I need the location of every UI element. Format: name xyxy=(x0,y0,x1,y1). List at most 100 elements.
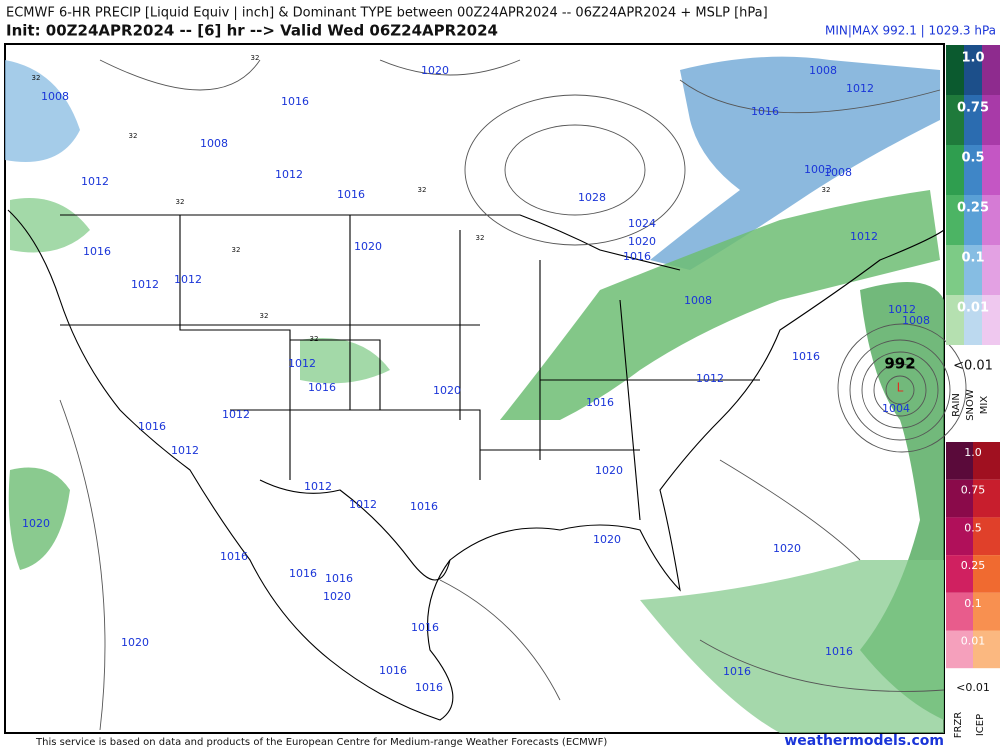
rain-area xyxy=(300,338,390,384)
isobar-label: 1012 xyxy=(696,372,724,385)
isobar-label: 1016 xyxy=(379,664,407,677)
isobar-label: 1016 xyxy=(220,550,248,563)
isobar-label: 1008 xyxy=(902,314,930,327)
isobar-label: 1008 xyxy=(824,166,852,179)
isobar-label: 1012 xyxy=(850,230,878,243)
low-pressure-value: 992 xyxy=(884,355,915,373)
legend-swatch xyxy=(982,195,1000,245)
isobar-label: 1020 xyxy=(354,240,382,253)
legend-swatch xyxy=(982,245,1000,295)
isobar-label: 1012 xyxy=(275,168,303,181)
legend-swatch xyxy=(946,630,973,669)
legend-swatch xyxy=(973,517,1000,556)
legend-swatch xyxy=(982,45,1000,95)
isobar-label: 1016 xyxy=(723,665,751,678)
isobar-label: 1012 xyxy=(222,408,250,421)
isobar-label: 1012 xyxy=(846,82,874,95)
isobar-label: 1012 xyxy=(131,278,159,291)
legend-level: 0.75 xyxy=(961,484,986,497)
isobar-label: 1016 xyxy=(83,245,111,258)
isobars xyxy=(59,59,967,731)
subtitle: Init: 00Z24APR2024 -- [6] hr --> Valid W… xyxy=(6,22,498,40)
legend-swatch xyxy=(946,45,964,95)
isobar-label: 1016 xyxy=(415,681,443,694)
freezing-label: 32 xyxy=(260,312,269,320)
legend-level: 0.25 xyxy=(961,559,986,572)
isobar-label: 1016 xyxy=(586,396,614,409)
isobar-label: 1020 xyxy=(421,64,449,77)
isobar-label: 1004 xyxy=(882,402,910,415)
isobar-label: 1028 xyxy=(578,191,606,204)
boundaries xyxy=(7,209,945,721)
isobar-label: 1012 xyxy=(888,303,916,316)
freezing-label: 32 xyxy=(822,186,831,194)
legend-level: 0.5 xyxy=(964,521,982,534)
legend-type: SNOW xyxy=(965,389,976,421)
isobar-label: 1020 xyxy=(121,636,149,649)
legend-swatch xyxy=(946,479,973,518)
rain-area xyxy=(8,467,70,570)
legend-swatch xyxy=(982,295,1000,345)
legend-level: 0.1 xyxy=(964,597,982,610)
isobar-label: 1016 xyxy=(792,350,820,363)
rain-area xyxy=(10,198,90,253)
legend-swatch xyxy=(946,592,973,631)
minmax: MIN|MAX 992.1 | 1029.3 hPa xyxy=(825,24,996,38)
freezing-label: 32 xyxy=(232,246,241,254)
legend-swatch xyxy=(964,195,982,245)
legend-level: 0.1 xyxy=(961,251,984,266)
legend-level: 1.0 xyxy=(964,446,982,459)
legend-low: <0.01 xyxy=(953,359,993,374)
isobar-label: 1016 xyxy=(325,572,353,585)
rain-area xyxy=(500,190,940,420)
legend-swatch xyxy=(982,145,1000,195)
legend-swatch xyxy=(973,630,1000,669)
legend-level: 1.0 xyxy=(961,51,984,66)
freezing-label: 32 xyxy=(476,234,485,242)
site-link[interactable]: weathermodels.com xyxy=(784,733,944,749)
legend-swatch xyxy=(982,95,1000,145)
isobar-label: 1020 xyxy=(595,464,623,477)
isobar-label: 1020 xyxy=(628,235,656,248)
legend-low: <0.01 xyxy=(956,681,990,694)
isobar-label: 1020 xyxy=(433,384,461,397)
isobar-label: 1016 xyxy=(623,250,651,263)
isobar-label: 1012 xyxy=(288,357,316,370)
legend-swatch xyxy=(973,555,1000,593)
legend-level: 0.01 xyxy=(961,635,986,648)
isobar-label: 1020 xyxy=(22,517,50,530)
isobar-label: 1012 xyxy=(171,444,199,457)
legend-level: 0.01 xyxy=(957,301,989,316)
legend-swatch xyxy=(946,555,973,593)
legend-type: RAIN xyxy=(951,393,962,417)
isobar-label: 1012 xyxy=(174,273,202,286)
freezing-label: 32 xyxy=(418,186,427,194)
legend-swatch xyxy=(946,195,964,245)
legend-level: 0.25 xyxy=(957,201,989,216)
credit: This service is based on data and produc… xyxy=(35,737,607,748)
isobar-label: 1024 xyxy=(628,217,656,230)
legend-swatch xyxy=(964,145,982,195)
legend-swatch xyxy=(973,479,1000,518)
legend-level: 0.5 xyxy=(961,151,984,166)
legend-swatch xyxy=(946,295,964,345)
legend-swatch xyxy=(964,95,982,145)
low-pressure-symbol: L xyxy=(897,381,904,395)
isobar-label: 1016 xyxy=(337,188,365,201)
isobar-label: 1016 xyxy=(825,645,853,658)
isobar-label: 1016 xyxy=(751,105,779,118)
isobar-label: 1016 xyxy=(289,567,317,580)
freezing-label: 32 xyxy=(32,74,41,82)
legend-swatch xyxy=(973,592,1000,631)
isobar-label: 1008 xyxy=(41,90,69,103)
isobar-label: 1020 xyxy=(593,533,621,546)
legend-swatch xyxy=(964,45,982,95)
isobar-label: 1008 xyxy=(200,137,228,150)
isobar-label: 1016 xyxy=(138,420,166,433)
legend-swatch xyxy=(973,442,1000,480)
isobar-label: 1003 xyxy=(804,163,832,176)
freezing-label: 32 xyxy=(310,335,319,343)
